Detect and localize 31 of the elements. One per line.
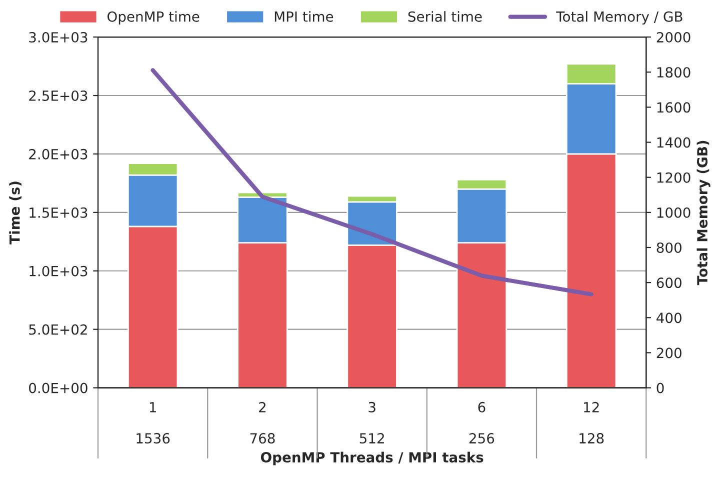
y2-tick-label: 1000 (657, 207, 690, 218)
y2-tick-label: 400 (656, 312, 682, 324)
y2-tick-label: 200 (656, 348, 682, 358)
y-tick-label: 2.5E+03 (29, 90, 88, 101)
category-label: 3 512 (360, 402, 384, 444)
category-label: 6 256 (469, 402, 494, 444)
line-series (150, 68, 594, 296)
legend-label: Total Memory / GB (556, 11, 682, 25)
legend-label: OpenMP time (107, 11, 200, 25)
y2-tick-label: 0 (656, 382, 664, 394)
y2-tick-label: 2000 (656, 32, 690, 43)
y-tick-label: 0.0E+00 (29, 382, 88, 394)
y2-tick-label: 1600 (657, 102, 690, 113)
y-tick-label: 2.0E+03 (29, 148, 88, 160)
legend-label: MPI time (274, 11, 334, 22)
y2-tick-label: 1800 (657, 67, 690, 78)
y2-tick-label: 1400 (657, 137, 690, 148)
y-tick-label: 1.5E+03 (30, 207, 88, 218)
y-tick-label: 1.0E+03 (30, 266, 88, 276)
y2-axis-title: Total Memory (GB) (696, 140, 710, 286)
category-label: 12 128 (580, 402, 604, 444)
category-label: 2 768 (250, 402, 275, 444)
y-tick-label: 5.0E+02 (29, 324, 87, 335)
y-axis-title: Time (s) (9, 182, 22, 244)
y2-tick-label: 600 (656, 278, 682, 288)
y-tick-label: 3.0E+03 (29, 32, 88, 43)
y2-tick-label: 1200 (657, 172, 690, 183)
category-label: 1 1536 (136, 402, 170, 444)
x-axis-title: OpenMP Threads / MPI tasks (260, 452, 484, 466)
legend-label: Serial time (408, 11, 482, 22)
y2-tick-label: 800 (656, 242, 682, 253)
